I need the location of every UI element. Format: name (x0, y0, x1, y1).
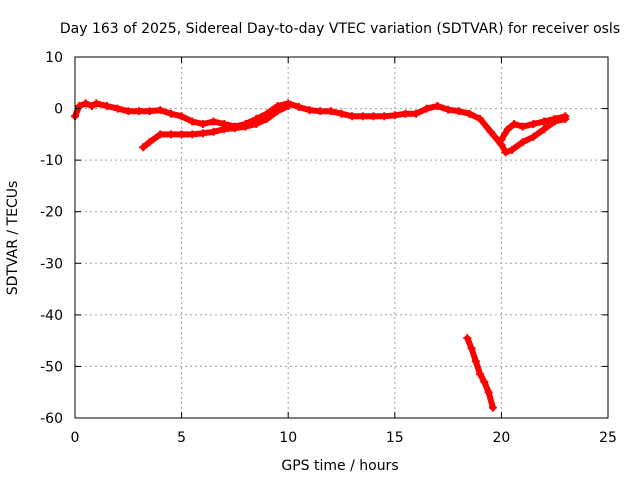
data-point (230, 124, 239, 133)
data-point (273, 107, 282, 116)
data-point (252, 120, 261, 129)
data-point (348, 112, 357, 121)
y-tick-label: -40 (40, 308, 63, 324)
data-point (484, 388, 493, 397)
data-point (488, 403, 497, 412)
x-tick-label: 25 (599, 430, 617, 446)
series-upper-branch (497, 112, 570, 144)
data-point (497, 135, 506, 144)
plot-frame (74, 56, 609, 419)
data-point (156, 130, 165, 139)
x-axis-label: GPS time / hours (281, 458, 398, 474)
data-point (422, 104, 431, 113)
x-tick-label: 10 (279, 430, 297, 446)
data-point (412, 109, 421, 118)
data-point (463, 334, 472, 343)
data-point (467, 344, 476, 353)
data-point (369, 112, 378, 121)
x-tick-label: 20 (492, 430, 510, 446)
data-point (188, 130, 197, 139)
y-tick-label: -20 (40, 205, 63, 221)
data-point (518, 138, 527, 147)
y-tick-label: -30 (40, 256, 63, 272)
data-point (134, 107, 143, 116)
data-point (124, 107, 133, 116)
data-point (390, 111, 399, 120)
data-point (503, 125, 512, 134)
data-point (177, 112, 186, 121)
data-point (305, 106, 314, 115)
data-point (454, 107, 463, 116)
data-point (92, 99, 101, 108)
y-tick-label: -60 (40, 411, 63, 427)
y-tick-label: -50 (40, 359, 63, 375)
data-point (380, 112, 389, 121)
data-point (198, 120, 207, 129)
ticks: 0 5 10 15 20 25 10 0 -10 -20 -30 -40 -50 -60 (40, 50, 617, 446)
data-point (540, 125, 549, 134)
data-point (177, 130, 186, 139)
data-point (476, 114, 485, 123)
data-point (241, 122, 250, 131)
data-point (561, 112, 570, 121)
data-point (480, 377, 489, 386)
data-point (262, 114, 271, 123)
series-lower-arc (139, 101, 293, 152)
data-point (102, 101, 111, 110)
data-point (337, 109, 346, 118)
data-point (486, 127, 495, 136)
data-point (540, 117, 549, 126)
x-tick-label: 15 (386, 430, 404, 446)
data-point (145, 107, 154, 116)
data-point (316, 107, 325, 116)
data-point (358, 112, 367, 121)
series-layer (71, 99, 570, 412)
data-point (501, 148, 510, 157)
data-point (88, 101, 97, 110)
y-tick-label: -10 (40, 153, 63, 169)
data-point (444, 105, 453, 114)
data-point (518, 122, 527, 131)
data-point (81, 99, 90, 108)
data-point (145, 138, 154, 147)
data-point (510, 120, 519, 129)
x-tick-label: 5 (177, 430, 186, 446)
data-point (465, 109, 474, 118)
series-deep-dip (463, 334, 497, 412)
data-point (209, 117, 218, 126)
data-point (476, 370, 485, 379)
data-point (166, 130, 175, 139)
data-point (156, 106, 165, 115)
x-tick-label: 0 (71, 430, 80, 446)
data-point (294, 103, 303, 112)
data-point (433, 101, 442, 110)
y-tick-label: 0 (54, 102, 63, 118)
data-point (471, 357, 480, 366)
chart-title: Day 163 of 2025, Sidereal Day-to-day VTE… (60, 21, 620, 37)
data-point (529, 120, 538, 129)
data-point (550, 114, 559, 123)
y-tick-label: 10 (45, 50, 63, 66)
data-point (529, 132, 538, 141)
data-point (508, 145, 517, 154)
data-point (198, 129, 207, 138)
data-point (284, 101, 293, 110)
data-point (113, 104, 122, 113)
data-point (188, 117, 197, 126)
data-point (401, 109, 410, 118)
data-point (220, 125, 229, 134)
data-point (139, 143, 148, 152)
y-axis-label: SDTVAR / TECUs (5, 181, 21, 296)
data-point (209, 127, 218, 136)
data-point (326, 107, 335, 116)
data-point (166, 109, 175, 118)
